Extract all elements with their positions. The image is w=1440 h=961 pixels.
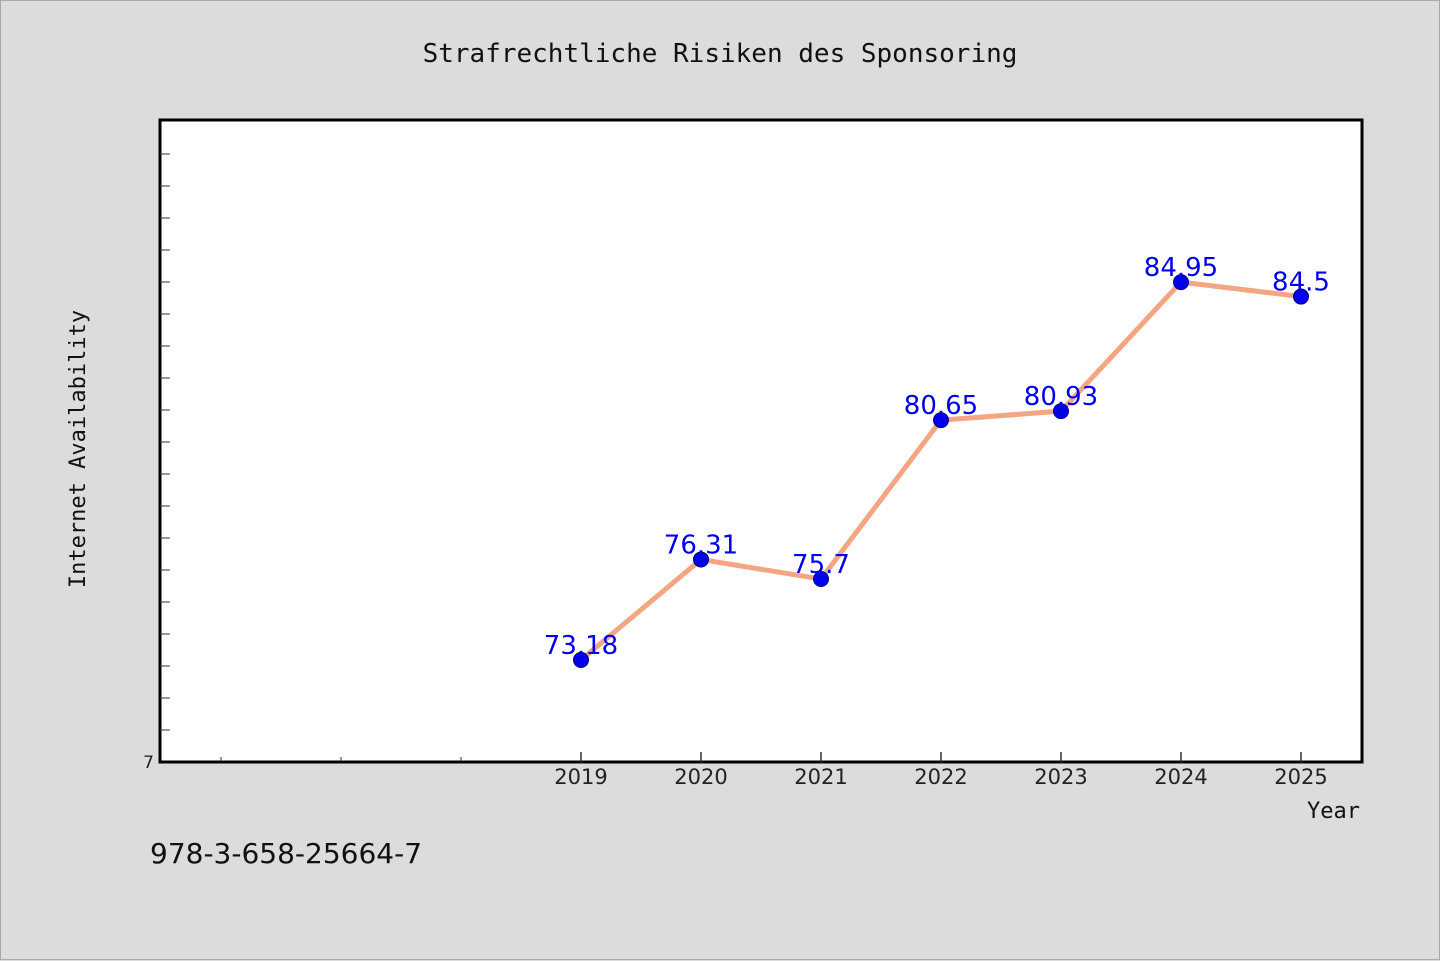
y-axis-label: Internet Availability [66, 310, 91, 588]
series-markers [573, 274, 1309, 668]
x-axis-ticks [580, 752, 1302, 762]
data-label: 84.95 [1144, 253, 1218, 283]
plot-area [158, 118, 1364, 764]
x-tick-label: 2020 [674, 765, 727, 789]
data-point [933, 412, 949, 429]
data-point [573, 651, 589, 668]
isbn-text: 978-3-658-25664-7 [150, 837, 422, 870]
data-label: 76.31 [664, 530, 738, 560]
x-tick-label: 2019 [554, 765, 607, 789]
x-tick-label: 2022 [914, 765, 967, 789]
x-tick-label: 2025 [1274, 765, 1327, 789]
chart-title: Strafrechtliche Risiken des Sponsoring [423, 39, 1018, 69]
data-label: 84.5 [1272, 268, 1330, 298]
data-point [693, 551, 709, 568]
data-label: 73.18 [544, 631, 618, 661]
data-label: 80.65 [904, 391, 978, 421]
x-axis-label: Year [1307, 799, 1360, 824]
x-axis-minor-ticks [220, 757, 462, 762]
x-tick-label: 2024 [1154, 765, 1207, 789]
data-labels: 73.18 76.31 75.7 80.65 80.93 84.95 84.5 [544, 253, 1330, 661]
data-point [1173, 274, 1189, 291]
y-tick-label: 7 [143, 753, 154, 773]
y-axis-ticks [160, 153, 170, 731]
x-axis-tick-labels: 2019 2020 2021 2022 2023 2024 2025 [554, 765, 1327, 789]
data-point [1053, 403, 1069, 420]
data-label: 80.93 [1024, 382, 1098, 412]
data-label: 75.7 [792, 550, 850, 580]
x-tick-label: 2021 [794, 765, 847, 789]
x-tick-label: 2023 [1034, 765, 1087, 789]
data-point [1293, 288, 1309, 305]
data-point [813, 571, 829, 588]
